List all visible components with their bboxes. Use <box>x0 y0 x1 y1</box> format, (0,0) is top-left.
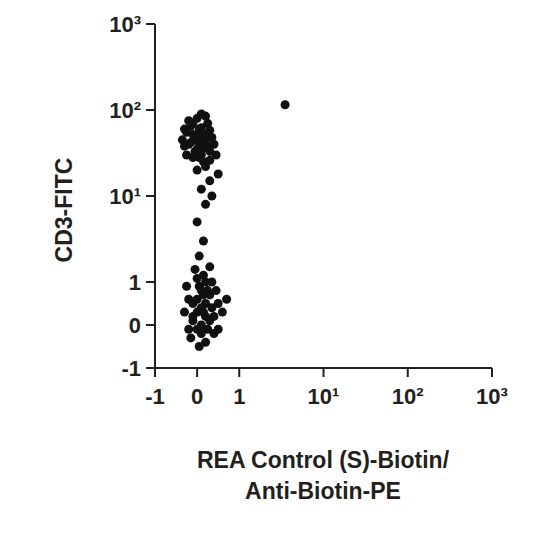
point <box>193 166 202 175</box>
point <box>205 156 214 165</box>
y-tick-label: 10² <box>109 98 141 123</box>
point <box>193 217 202 226</box>
point <box>195 342 204 351</box>
point <box>214 170 223 179</box>
point <box>180 125 189 134</box>
point <box>205 262 214 271</box>
point <box>201 130 210 139</box>
point <box>191 265 200 274</box>
point <box>207 303 216 312</box>
x-tick-label: -1 <box>145 384 165 409</box>
point <box>218 308 227 317</box>
x-tick <box>154 368 156 377</box>
point <box>180 308 189 317</box>
point <box>199 308 208 317</box>
point <box>188 119 197 128</box>
point <box>199 144 208 153</box>
point <box>193 274 202 283</box>
x-tick <box>491 368 493 377</box>
y-axis-label: CD3-FITC <box>51 158 77 263</box>
y-tick-label: -1 <box>121 356 141 381</box>
point <box>199 236 208 245</box>
point <box>197 286 206 295</box>
point <box>222 295 231 304</box>
x-tick-label: 1 <box>233 384 245 409</box>
point <box>212 286 221 295</box>
point <box>193 133 202 142</box>
y-tick <box>146 23 155 25</box>
y-tick <box>146 109 155 111</box>
point <box>207 192 216 201</box>
chart: -1 0 1 10¹ 10² 10³ -1 0 1 10¹ 10² 10³ REA Control (S… <box>0 0 540 540</box>
x-tick-label: 10³ <box>476 384 508 409</box>
point <box>214 325 223 334</box>
x-tick-label: 10¹ <box>308 384 340 409</box>
point <box>195 252 204 261</box>
points <box>178 100 290 351</box>
x-tick <box>323 368 325 377</box>
y-tick <box>146 281 155 283</box>
y-tick <box>146 195 155 197</box>
x-tick <box>196 368 198 377</box>
point <box>182 282 191 291</box>
y-tick-label: 1 <box>129 270 141 295</box>
point <box>188 299 197 308</box>
point <box>188 312 197 321</box>
x-tick <box>407 368 409 377</box>
point <box>197 185 206 194</box>
x-tick-label: 0 <box>191 384 203 409</box>
point <box>195 153 204 162</box>
x-axis-label: REA Control (S)-Biotin/ <box>197 447 450 473</box>
point <box>178 135 187 144</box>
y-tick <box>146 367 155 369</box>
point <box>281 100 290 109</box>
point <box>186 333 195 342</box>
x-tick-label: 10² <box>392 384 424 409</box>
point <box>201 200 210 209</box>
y-tick-label: 10¹ <box>109 184 141 209</box>
x-axis-label: Anti-Biotin-PE <box>245 478 401 504</box>
y-tick <box>146 324 155 326</box>
y-tick-label: 10³ <box>109 12 141 37</box>
point <box>201 112 210 121</box>
point <box>193 325 202 334</box>
y-tick-label: 0 <box>129 313 141 338</box>
point <box>184 325 193 334</box>
x-tick <box>238 368 240 377</box>
point <box>201 278 210 287</box>
point <box>182 150 191 159</box>
point <box>205 176 214 185</box>
